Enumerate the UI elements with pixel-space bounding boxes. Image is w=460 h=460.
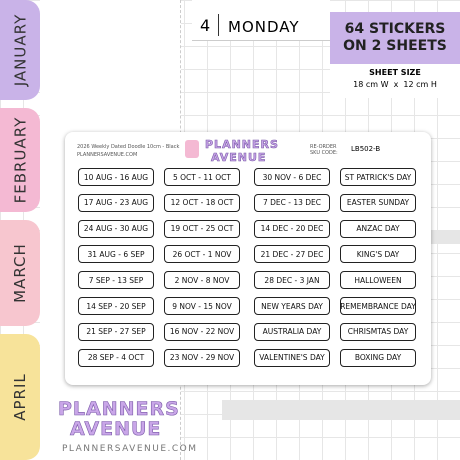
sticker: HALLOWEEN <box>340 271 416 290</box>
logo-icon <box>185 140 199 158</box>
size-label: SHEET SIZE <box>369 68 421 77</box>
reorder-label: RE-ORDER SKU CODE: <box>310 144 338 156</box>
sticker: BOXING DAY <box>340 348 416 367</box>
grey-band <box>222 400 460 420</box>
sticker: 24 AUG - 30 AUG <box>78 219 154 238</box>
sticker: 28 SEP - 4 OCT <box>78 348 154 367</box>
tab[interactable]: JANUARY <box>0 0 40 100</box>
sticker: VALENTINE'S DAY <box>254 348 330 367</box>
sheet-website: PLANNERSAVENUE.COM <box>77 152 138 158</box>
sheet-logo-bottom: AVENUE <box>211 151 267 165</box>
divider <box>218 14 219 36</box>
sticker: 19 OCT - 25 OCT <box>164 219 240 238</box>
tab-label: APRIL <box>11 373 30 421</box>
sticker: 14 DEC - 20 DEC <box>254 219 330 238</box>
brand-logo-top: PLANNERS <box>58 398 180 421</box>
tab-label: JANUARY <box>11 13 30 87</box>
info-title: 64 STICKERS ON 2 SHEETS <box>343 21 447 54</box>
sticker-sheet: 2026 Weekly Dated Doodle 10cm - Black PL… <box>65 132 431 385</box>
sticker: 31 AUG - 6 SEP <box>78 245 154 264</box>
sheet-logo-top: PLANNERS <box>205 138 279 152</box>
tab[interactable]: MARCH <box>0 220 40 326</box>
sticker: REMEMBRANCE DAY <box>340 297 416 315</box>
tab-label: FEBRUARY <box>11 116 29 204</box>
sticker: 12 OCT - 18 OCT <box>164 193 240 212</box>
day-header: 4 MONDAY <box>192 0 330 41</box>
sticker: 26 OCT - 1 NOV <box>164 245 240 264</box>
sticker: 21 DEC - 27 DEC <box>254 245 330 264</box>
size-value: 18 cm W x 12 cm H <box>353 80 437 89</box>
product-name: 2026 Weekly Dated Doodle 10cm - Black <box>77 144 180 150</box>
sku: LB502-B <box>351 145 381 153</box>
tab-label: MARCH <box>11 243 30 303</box>
sticker: KING'S DAY <box>340 245 416 264</box>
sticker: 9 NOV - 15 NOV <box>164 297 240 315</box>
sticker: ST PATRICK'S DAY <box>340 168 416 186</box>
sticker: 23 NOV - 29 NOV <box>164 348 240 367</box>
day-number: 4 <box>200 16 211 35</box>
sticker: 21 SEP - 27 SEP <box>78 322 154 341</box>
brand-website: PLANNERSAVENUE.COM <box>62 444 198 454</box>
brand-logo-bottom: AVENUE <box>70 418 162 441</box>
day-name: MONDAY <box>228 18 300 36</box>
sticker: EASTER SUNDAY <box>340 193 416 212</box>
sticker: 16 NOV - 22 NOV <box>164 322 240 341</box>
sticker: 7 SEP - 13 SEP <box>78 271 154 290</box>
info-banner: 64 STICKERS ON 2 SHEETS <box>330 12 460 64</box>
sticker: 30 NOV - 6 DEC <box>254 168 330 186</box>
sticker: 5 OCT - 11 OCT <box>164 168 240 186</box>
sticker: 2 NOV - 8 NOV <box>164 271 240 290</box>
tab[interactable]: APRIL <box>0 334 40 460</box>
sticker: 14 SEP - 20 SEP <box>78 297 154 315</box>
sticker: NEW YEARS DAY <box>254 297 330 315</box>
sticker: 17 AUG - 23 AUG <box>78 193 154 212</box>
sticker: ANZAC DAY <box>340 219 416 238</box>
sticker: 28 DEC - 3 JAN <box>254 271 330 290</box>
sticker: 10 AUG - 16 AUG <box>78 168 154 186</box>
info-box: SHEET SIZE 18 cm W x 12 cm H <box>330 64 460 98</box>
sticker: AUSTRALIA DAY <box>254 322 330 341</box>
sticker: 7 DEC - 13 DEC <box>254 193 330 212</box>
sticker: CHRISMTAS DAY <box>340 322 416 341</box>
tab[interactable]: FEBRUARY <box>0 108 40 212</box>
